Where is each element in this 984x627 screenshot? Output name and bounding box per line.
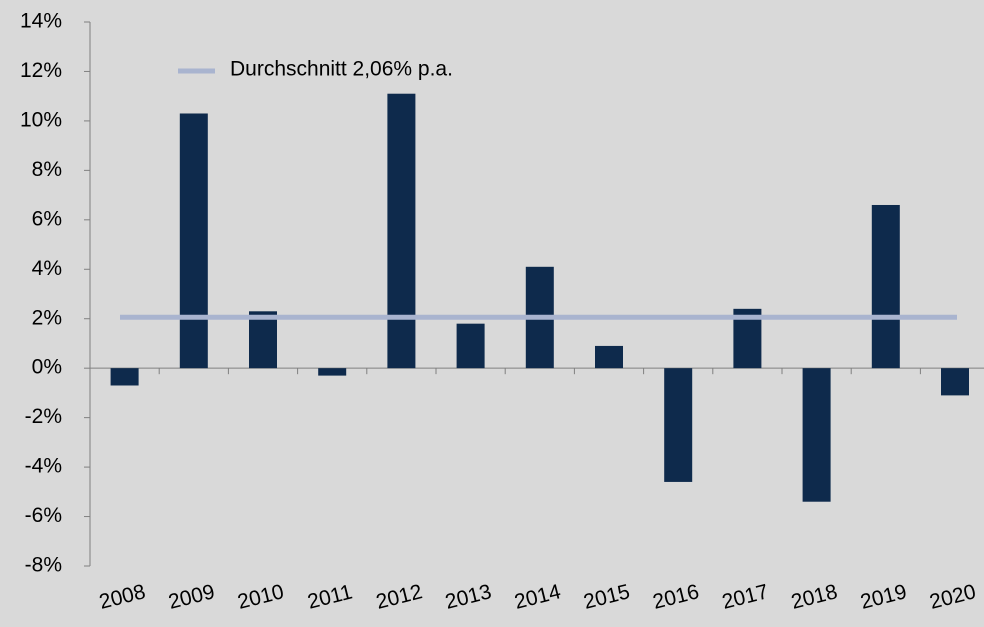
- x-tick-label: 2013: [443, 580, 494, 614]
- bar: [387, 93, 416, 369]
- bar: [318, 368, 347, 376]
- bar: [871, 204, 900, 369]
- x-tick-label: 2016: [651, 580, 702, 614]
- bar: [249, 311, 277, 369]
- bar: [802, 368, 831, 502]
- y-tick-label: 4%: [32, 257, 62, 280]
- x-tick-label: 2008: [97, 580, 148, 614]
- x-tick-label: 2014: [512, 580, 563, 614]
- y-tick-label: -4%: [25, 455, 62, 478]
- y-tick-label: 0%: [32, 356, 62, 379]
- y-tick-label: 14%: [20, 10, 62, 33]
- y-tick-label: 12%: [20, 59, 62, 82]
- x-tick-label: 2011: [305, 580, 354, 613]
- bar: [595, 345, 623, 369]
- x-tick-label: 2020: [927, 580, 978, 614]
- x-tick-label: 2010: [235, 580, 286, 614]
- x-tick-label: 2015: [581, 580, 632, 614]
- x-tick-label: 2009: [166, 580, 217, 614]
- bar: [664, 368, 693, 482]
- bar: [456, 323, 485, 369]
- bar: [179, 113, 208, 369]
- x-tick-label: 2017: [720, 580, 771, 614]
- y-tick-label: -2%: [25, 405, 62, 428]
- y-tick-label: -6%: [25, 504, 62, 527]
- x-tick-label: 2012: [374, 580, 425, 614]
- bar: [110, 368, 139, 386]
- y-tick-label: -8%: [25, 554, 62, 577]
- bar: [941, 368, 969, 396]
- y-tick-label: 8%: [32, 158, 62, 181]
- x-tick-label: 2018: [789, 580, 840, 614]
- legend-label: Durchschnitt 2,06% p.a.: [230, 58, 453, 81]
- x-tick-label: 2019: [858, 580, 909, 614]
- y-tick-label: 10%: [20, 108, 62, 131]
- y-tick-label: 6%: [32, 207, 62, 230]
- y-tick-label: 2%: [32, 306, 62, 329]
